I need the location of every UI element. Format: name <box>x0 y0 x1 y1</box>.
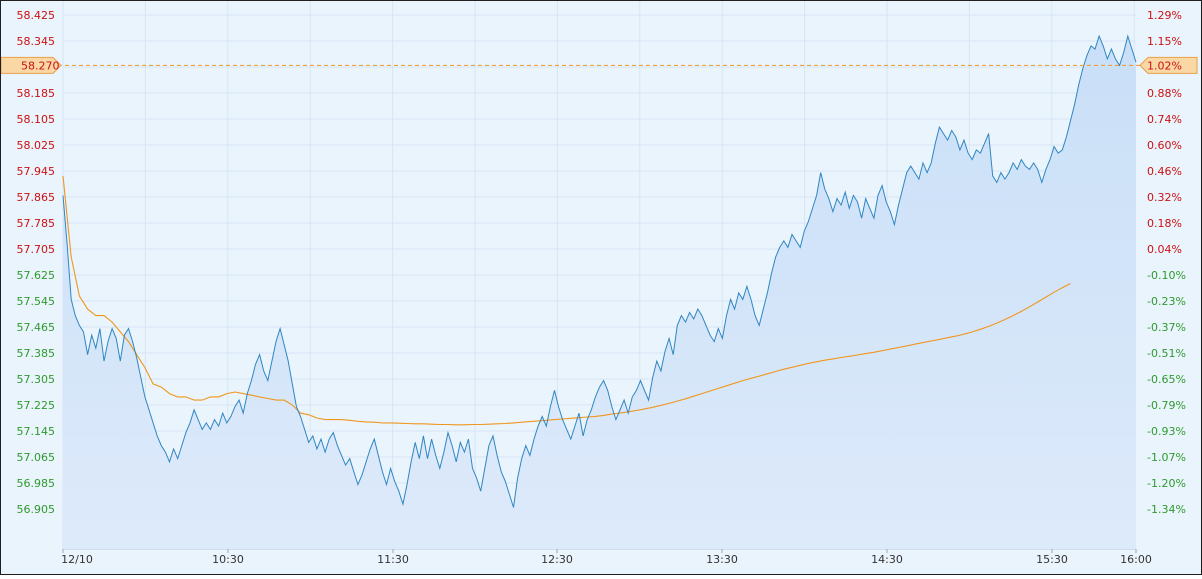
x-tick-label: 12:30 <box>541 553 573 566</box>
left-tick-label: 58.025 <box>17 139 56 152</box>
left-tick-label: 57.225 <box>17 399 56 412</box>
left-tick-label: 57.065 <box>17 451 56 464</box>
right-tick-label: -0.23% <box>1147 295 1186 308</box>
right-tick-label: -1.07% <box>1147 451 1186 464</box>
left-tick-label: 58.425 <box>17 9 56 22</box>
left-tick-label: 57.385 <box>17 347 56 360</box>
right-tick-label: 1.15% <box>1147 35 1182 48</box>
right-tick-label: 0.88% <box>1147 87 1182 100</box>
x-tick-label: 14:30 <box>871 553 903 566</box>
left-tick-label: 58.185 <box>17 87 56 100</box>
left-tick-label: 57.865 <box>17 191 56 204</box>
right-tick-label: -0.79% <box>1147 399 1186 412</box>
x-tick-label: 15:30 <box>1036 553 1068 566</box>
left-tick-label: 57.465 <box>17 321 56 334</box>
right-tick-label: -0.65% <box>1147 373 1186 386</box>
price-area-fill <box>63 36 1136 550</box>
right-tick-label: 0.46% <box>1147 165 1182 178</box>
left-tick-label: 56.905 <box>17 503 56 516</box>
right-tick-label: -0.93% <box>1147 425 1186 438</box>
time-axis: 12/10 10:30 11:30 12:30 13:30 14:30 15:30 16:00 <box>61 549 1152 566</box>
right-tick-label: 1.29% <box>1147 9 1182 22</box>
last-pct-right-marker <box>1139 56 1198 74</box>
right-tick-label: -0.37% <box>1147 321 1186 334</box>
x-tick-label: 10:30 <box>212 553 244 566</box>
last-pct-right-label: 1.02% <box>1147 59 1182 72</box>
last-price-left-label: 58.270 <box>21 59 60 72</box>
right-tick-label: 0.18% <box>1147 217 1182 230</box>
left-tick-label: 58.105 <box>17 113 56 126</box>
right-tick-label: 0.04% <box>1147 243 1182 256</box>
right-tick-label: -0.10% <box>1147 269 1186 282</box>
left-tick-label: 57.705 <box>17 243 56 256</box>
left-tick-label: 57.785 <box>17 217 56 230</box>
last-price-markers: 58.270 1.02% <box>0 56 1198 74</box>
left-tick-label: 57.945 <box>17 165 56 178</box>
right-tick-label: 0.60% <box>1147 139 1182 152</box>
left-tick-label: 58.345 <box>17 35 56 48</box>
right-percent-axis: 1.29% 1.15% 1.02% 0.88% 0.74% 0.60% 0.46% 0.32%… <box>1147 9 1186 516</box>
right-tick-label: 0.32% <box>1147 191 1182 204</box>
left-tick-label: 57.145 <box>17 425 56 438</box>
price-line <box>62 34 1137 508</box>
left-tick-label: 57.625 <box>17 269 56 282</box>
x-tick-label: 11:30 <box>377 553 409 566</box>
average-price-line <box>62 175 1071 426</box>
x-tick-label: 12/10 <box>61 553 93 566</box>
right-tick-label: -1.20% <box>1147 477 1186 490</box>
right-tick-label: 0.74% <box>1147 113 1182 126</box>
left-tick-label: 57.545 <box>17 295 56 308</box>
x-tick-label: 16:00 <box>1120 553 1152 566</box>
right-tick-label: -1.34% <box>1147 503 1186 516</box>
left-tick-label: 57.305 <box>17 373 56 386</box>
right-tick-label: -0.51% <box>1147 347 1186 360</box>
x-tick-label: 13:30 <box>706 553 738 566</box>
left-tick-label: 56.985 <box>17 477 56 490</box>
